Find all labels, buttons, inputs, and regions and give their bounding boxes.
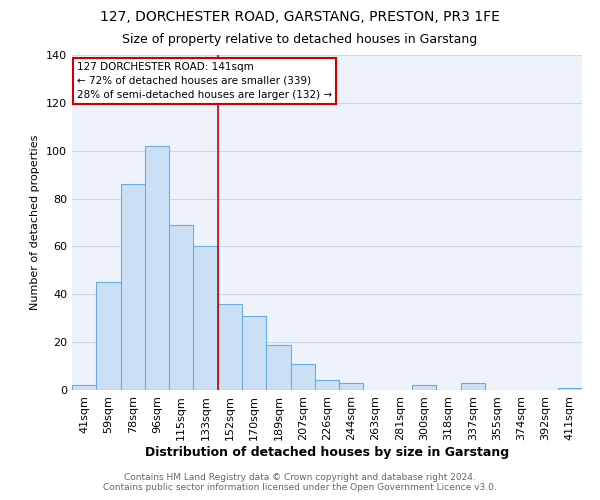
- Bar: [121, 184, 145, 390]
- Bar: [218, 304, 242, 390]
- X-axis label: Distribution of detached houses by size in Garstang: Distribution of detached houses by size …: [145, 446, 509, 458]
- Bar: [193, 246, 218, 390]
- Text: 127, DORCHESTER ROAD, GARSTANG, PRESTON, PR3 1FE: 127, DORCHESTER ROAD, GARSTANG, PRESTON,…: [100, 10, 500, 24]
- Bar: [315, 380, 339, 390]
- Bar: [558, 388, 582, 390]
- Bar: [461, 383, 485, 390]
- Bar: [266, 344, 290, 390]
- Text: Size of property relative to detached houses in Garstang: Size of property relative to detached ho…: [122, 32, 478, 46]
- Bar: [96, 282, 121, 390]
- Bar: [145, 146, 169, 390]
- Text: 127 DORCHESTER ROAD: 141sqm
← 72% of detached houses are smaller (339)
28% of se: 127 DORCHESTER ROAD: 141sqm ← 72% of det…: [77, 62, 332, 100]
- Bar: [242, 316, 266, 390]
- Bar: [412, 385, 436, 390]
- Bar: [290, 364, 315, 390]
- Text: Contains HM Land Registry data © Crown copyright and database right 2024.
Contai: Contains HM Land Registry data © Crown c…: [103, 473, 497, 492]
- Bar: [339, 383, 364, 390]
- Y-axis label: Number of detached properties: Number of detached properties: [31, 135, 40, 310]
- Bar: [72, 385, 96, 390]
- Bar: [169, 225, 193, 390]
